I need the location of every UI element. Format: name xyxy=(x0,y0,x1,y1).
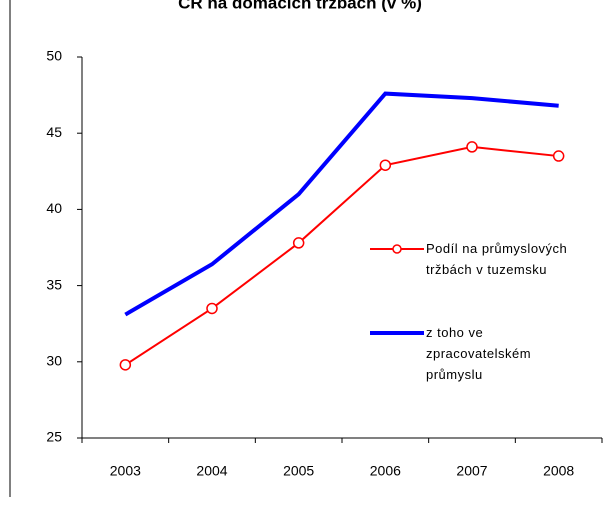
y-tick-label: 50 xyxy=(46,48,62,64)
marker xyxy=(119,359,132,371)
chart-title: ČR na domácích tržbách (v %) xyxy=(178,0,422,12)
marker xyxy=(466,141,478,153)
marker xyxy=(552,150,565,162)
marker xyxy=(206,302,218,315)
y-tick-label: 35 xyxy=(46,276,62,292)
legend-label: z toho ve zpracovatelském průmyslu xyxy=(426,325,532,382)
y-tick-label: 45 xyxy=(46,124,62,140)
series-line xyxy=(124,91,559,317)
y-tick-label: 40 xyxy=(46,200,62,216)
y-tick-label: 30 xyxy=(46,353,62,369)
marker xyxy=(292,237,305,249)
x-tick-label: 2008 xyxy=(543,463,574,479)
x-tick-label: 2005 xyxy=(283,463,314,479)
legend-marker xyxy=(392,244,402,254)
x-tick-label: 2007 xyxy=(456,463,487,479)
marker xyxy=(379,159,392,171)
series-line xyxy=(124,145,559,366)
x-tick-label: 2006 xyxy=(370,463,401,479)
x-tick-label: 2003 xyxy=(110,463,141,479)
legend-label: Podíl na průmyslových tržbách v tuzemsku xyxy=(426,241,568,277)
x-tick-label: 2004 xyxy=(196,463,227,479)
y-tick-label: 25 xyxy=(46,429,62,445)
